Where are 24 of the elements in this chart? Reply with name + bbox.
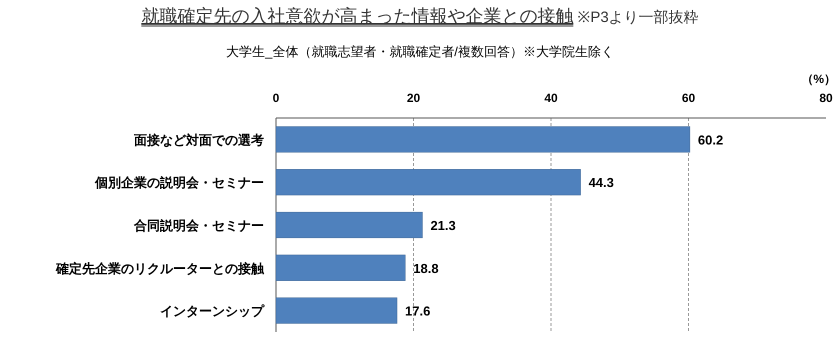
y-tick-label: 確定先企業のリクルーターとの接触: [55, 260, 265, 276]
x-tick-label: 80: [819, 91, 833, 105]
data-label: 21.3: [430, 218, 456, 233]
y-tick-label: 個別企業の説明会・セミナー: [94, 175, 264, 190]
bar: [276, 126, 690, 152]
text: ※P3より一部抜粋: [577, 9, 699, 26]
y-tick-label: インターンシップ: [160, 304, 265, 319]
data-label: 17.6: [405, 304, 430, 319]
bar: [276, 254, 406, 281]
y-tick-label: 合同説明会・セミナー: [133, 218, 264, 233]
bar: [276, 212, 423, 238]
y-tick-label: 面接など対面での選考: [133, 132, 264, 148]
x-tick-label: 20: [406, 91, 420, 105]
bar: [276, 298, 398, 324]
x-tick-label: 40: [544, 91, 558, 105]
x-tick-label: 0: [272, 91, 280, 105]
chart-subtitle: 大学生_全体（就職志望者・就職確定者/複数回答）※大学院生除く: [226, 44, 614, 59]
bar: [276, 169, 581, 196]
x-axis-title: （%）: [801, 72, 836, 86]
data-label: 44.3: [588, 175, 614, 190]
x-tick-label: 60: [682, 91, 696, 105]
data-label: 60.2: [698, 132, 724, 148]
data-label: 18.8: [413, 260, 439, 276]
chart-title: 就職確定先の入社意欲が高まった情報や企業との接触: [141, 6, 574, 26]
